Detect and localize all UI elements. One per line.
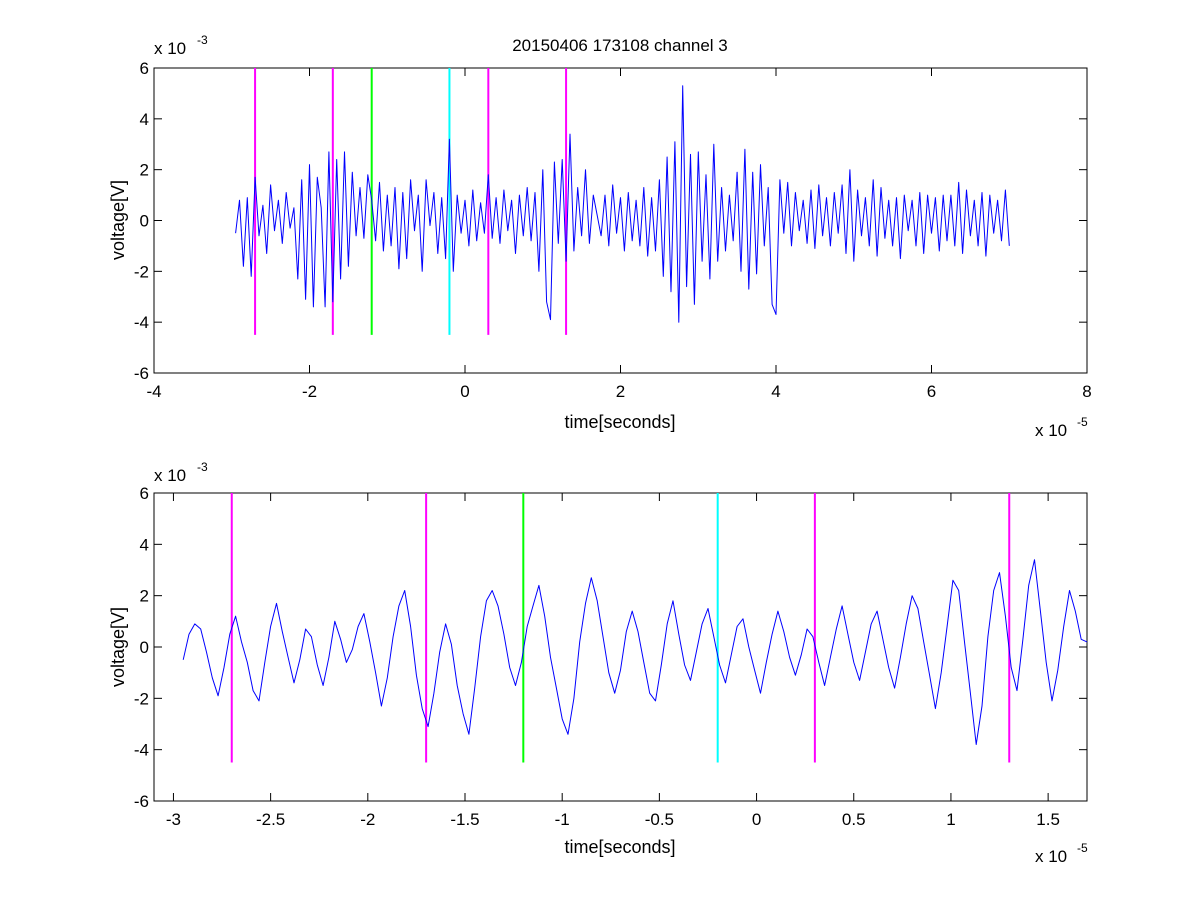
plot-area <box>153 67 1088 374</box>
y-exponent: x 10 -3 <box>154 460 208 485</box>
voltage-trace <box>182 559 1088 745</box>
x-axis-label: time[seconds] <box>564 837 675 857</box>
y-axis-label: voltage[V] <box>108 180 128 260</box>
x-tick-label: -0.5 <box>645 810 674 829</box>
x-exponent: x 10 -5 <box>1035 841 1088 866</box>
y-tick-label: 4 <box>140 110 149 129</box>
y-tick-label: -4 <box>134 741 149 760</box>
y-tick-label: -2 <box>134 689 149 708</box>
y-tick-label: 0 <box>140 212 149 231</box>
figure-title: 20150406 173108 channel 3 <box>512 36 728 55</box>
y-ticks: -6 -4 -2 0 2 4 6 <box>134 59 1087 383</box>
x-axis-label: time[seconds] <box>564 412 675 432</box>
y-tick-label: 2 <box>140 587 149 606</box>
y-tick-label: 0 <box>140 638 149 657</box>
y-tick-label: 2 <box>140 161 149 180</box>
y-tick-label: -6 <box>134 792 149 811</box>
y-tick-label: -4 <box>134 313 149 332</box>
x-exponent: x 10 -5 <box>1035 415 1088 440</box>
y-exponent-power: -3 <box>197 33 208 47</box>
x-tick-label: 1.5 <box>1036 810 1060 829</box>
y-exponent-base: x 10 <box>154 466 186 485</box>
plot-area <box>153 492 1088 802</box>
markers <box>230 493 1011 763</box>
y-tick-label: 4 <box>140 535 149 554</box>
y-exponent: x 10 -3 <box>154 33 208 58</box>
x-tick-label: -3 <box>166 810 181 829</box>
voltage-trace <box>235 85 1010 323</box>
series <box>182 559 1088 745</box>
x-tick-label: -1.5 <box>450 810 479 829</box>
y-exponent-base: x 10 <box>154 39 186 58</box>
x-tick-label: 6 <box>927 382 936 401</box>
x-tick-label: 2 <box>616 382 625 401</box>
x-tick-label: 8 <box>1082 382 1091 401</box>
y-tick-label: 6 <box>140 484 149 503</box>
y-tick-label: -2 <box>134 262 149 281</box>
x-exponent-base: x 10 <box>1035 847 1067 866</box>
y-axis-label: voltage[V] <box>108 607 128 687</box>
x-ticks: -4 -2 0 2 4 6 8 <box>146 68 1092 401</box>
series <box>235 85 1010 323</box>
x-tick-label: -2.5 <box>256 810 285 829</box>
y-tick-label: 6 <box>140 59 149 78</box>
x-tick-label: -2 <box>302 382 317 401</box>
x-tick-label: -2 <box>360 810 375 829</box>
x-exponent-power: -5 <box>1077 415 1088 429</box>
x-tick-label: 0 <box>752 810 761 829</box>
x-ticks: -3 -2.5 -2 -1.5 -1 -0.5 0 0.5 1 1.5 <box>166 493 1060 829</box>
x-exponent-power: -5 <box>1077 841 1088 855</box>
bottom-panel: -3 -2.5 -2 -1.5 -1 -0.5 0 0.5 1 1.5 -6 -4 -2 0 2 4 6 ti… <box>108 460 1088 866</box>
x-tick-label: 0 <box>460 382 469 401</box>
x-tick-label: -4 <box>146 382 161 401</box>
x-tick-label: 0.5 <box>842 810 866 829</box>
y-exponent-power: -3 <box>197 460 208 474</box>
y-tick-label: -6 <box>134 364 149 383</box>
x-tick-label: 1 <box>946 810 955 829</box>
x-exponent-base: x 10 <box>1035 421 1067 440</box>
y-ticks: -6 -4 -2 0 2 4 6 <box>134 484 1087 811</box>
x-tick-label: 4 <box>771 382 780 401</box>
x-tick-label: -1 <box>555 810 570 829</box>
